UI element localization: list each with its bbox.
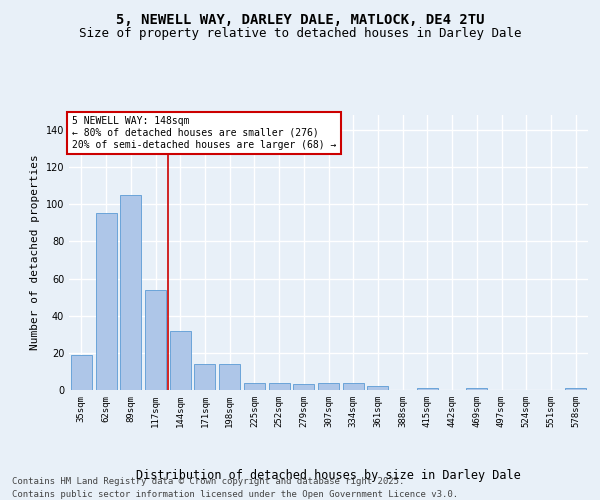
Bar <box>367 386 388 390</box>
Text: Contains public sector information licensed under the Open Government Licence v3: Contains public sector information licen… <box>12 490 458 499</box>
Bar <box>170 330 191 390</box>
Bar <box>244 382 265 390</box>
Bar <box>318 382 339 390</box>
Bar <box>219 364 240 390</box>
Bar <box>269 382 290 390</box>
Text: Size of property relative to detached houses in Darley Dale: Size of property relative to detached ho… <box>79 28 521 40</box>
Y-axis label: Number of detached properties: Number of detached properties <box>30 154 40 350</box>
Bar <box>343 382 364 390</box>
Text: 5, NEWELL WAY, DARLEY DALE, MATLOCK, DE4 2TU: 5, NEWELL WAY, DARLEY DALE, MATLOCK, DE4… <box>116 12 484 26</box>
Text: 5 NEWELL WAY: 148sqm
← 80% of detached houses are smaller (276)
20% of semi-deta: 5 NEWELL WAY: 148sqm ← 80% of detached h… <box>71 116 336 150</box>
Bar <box>71 354 92 390</box>
Bar <box>120 195 141 390</box>
Bar <box>466 388 487 390</box>
Text: Contains HM Land Registry data © Crown copyright and database right 2025.: Contains HM Land Registry data © Crown c… <box>12 478 404 486</box>
Bar <box>293 384 314 390</box>
Bar <box>95 214 116 390</box>
Bar <box>565 388 586 390</box>
X-axis label: Distribution of detached houses by size in Darley Dale: Distribution of detached houses by size … <box>136 469 521 482</box>
Bar <box>417 388 438 390</box>
Bar <box>194 364 215 390</box>
Bar <box>145 290 166 390</box>
